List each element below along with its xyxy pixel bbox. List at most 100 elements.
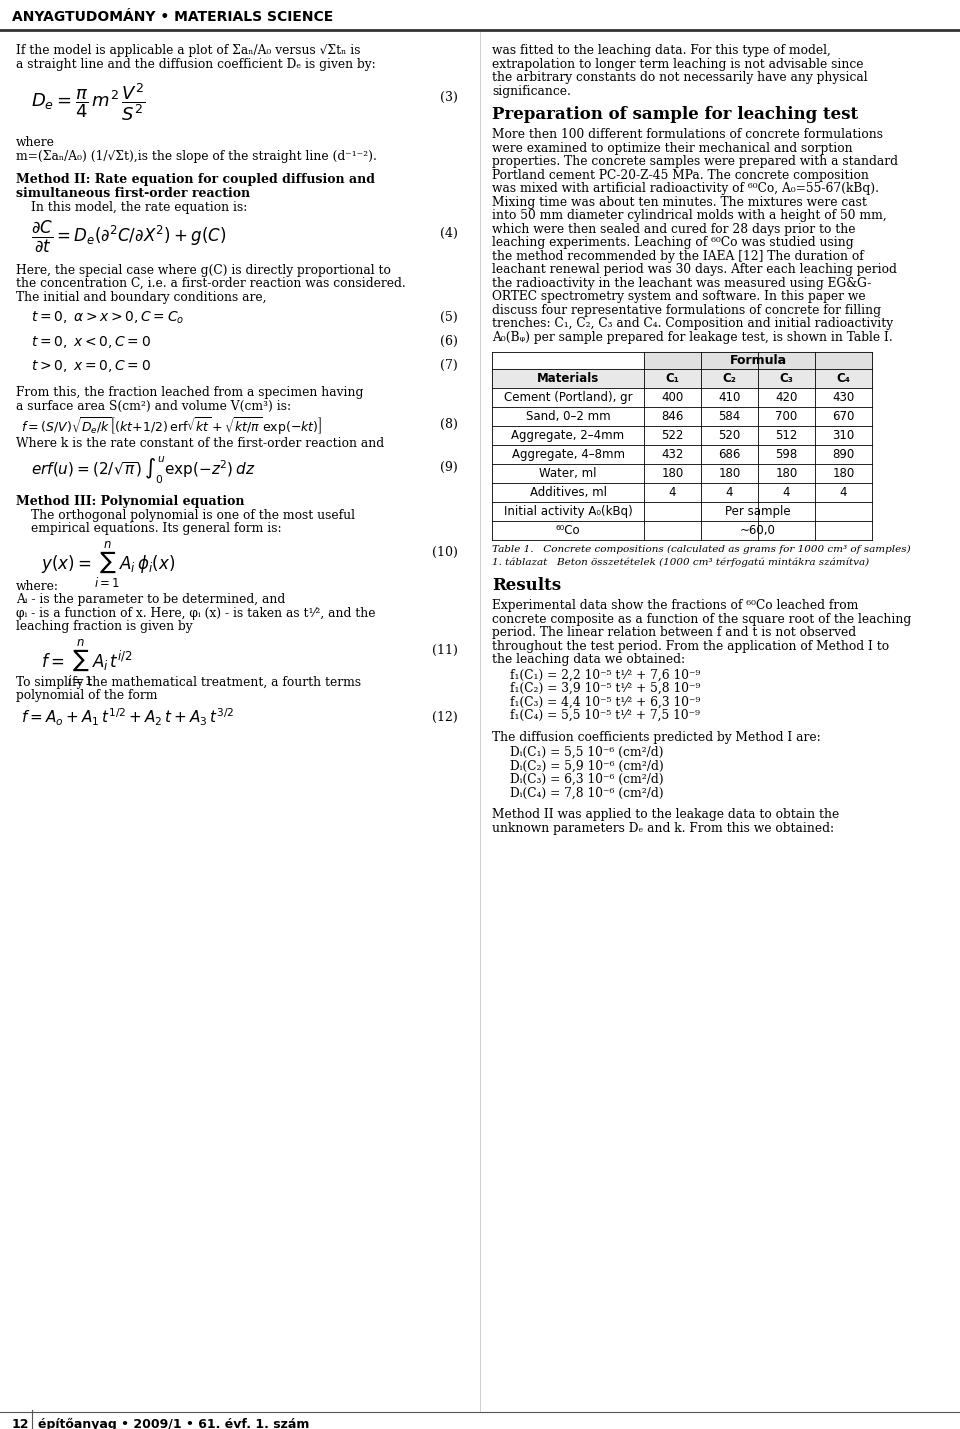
Text: The orthogonal polynomial is one of the most useful: The orthogonal polynomial is one of the … [31, 509, 355, 522]
Bar [815, 389, 872, 407]
Text: Dᵢ(C₃) = 6,3 10⁻⁶ (cm²/d): Dᵢ(C₃) = 6,3 10⁻⁶ (cm²/d) [510, 773, 663, 786]
Text: 410: 410 [718, 392, 741, 404]
Bar [492, 369, 644, 389]
Text: C₃: C₃ [780, 372, 793, 384]
Bar [815, 502, 872, 522]
Text: into 50 mm diameter cylindrical molds with a height of 50 mm,: into 50 mm diameter cylindrical molds wi… [492, 209, 887, 221]
Text: C₄: C₄ [836, 372, 851, 384]
Text: 180: 180 [832, 467, 854, 480]
Text: 4: 4 [840, 486, 848, 499]
Text: $\dfrac{\partial C}{\partial t} = D_e(\partial^2 C/\partial X^2) + g(C)$: $\dfrac{\partial C}{\partial t} = D_e(\p… [31, 219, 227, 254]
Bar [758, 464, 815, 483]
Text: If the model is applicable a plot of Σaₙ/A₀ versus √Σtₙ is: If the model is applicable a plot of Σaₙ… [16, 44, 361, 57]
Text: $t = 0,\;\alpha > x > 0, C = C_o$: $t = 0,\;\alpha > x > 0, C = C_o$ [31, 310, 184, 326]
Text: Aggregate, 4–8mm: Aggregate, 4–8mm [512, 449, 625, 462]
Bar [815, 483, 872, 502]
Bar [758, 444, 815, 464]
Text: 520: 520 [718, 429, 740, 442]
Text: Additives, ml: Additives, ml [530, 486, 607, 499]
Text: $t > 0,\;x = 0, C = 0$: $t > 0,\;x = 0, C = 0$ [31, 359, 151, 374]
Text: The diffusion coefficients predicted by Method I are:: The diffusion coefficients predicted by … [492, 730, 821, 743]
Bar [701, 483, 758, 502]
Bar [701, 502, 758, 522]
Bar [758, 502, 815, 522]
Bar [644, 352, 872, 369]
Text: $erf(u) = (2/\sqrt{\pi})\,\int_0^u \exp(-z^2)\,dz$: $erf(u) = (2/\sqrt{\pi})\,\int_0^u \exp(… [31, 454, 255, 486]
Text: the leaching data we obtained:: the leaching data we obtained: [492, 653, 685, 666]
Bar [815, 369, 872, 389]
Text: To simplify the mathematical treatment, a fourth terms: To simplify the mathematical treatment, … [16, 676, 361, 689]
Text: Where k is the rate constant of the first-order reaction and: Where k is the rate constant of the firs… [16, 437, 384, 450]
Text: (5): (5) [441, 312, 458, 324]
Bar [492, 389, 644, 407]
Text: (8): (8) [440, 419, 458, 432]
Text: More then 100 different formulations of concrete formulations: More then 100 different formulations of … [492, 129, 883, 141]
Bar [644, 407, 701, 426]
Text: Table 1.   Concrete compositions (calculated as grams for 1000 cm³ of samples): Table 1. Concrete compositions (calculat… [492, 544, 911, 554]
Bar [758, 389, 815, 407]
Text: Dᵢ(C₄) = 7,8 10⁻⁶ (cm²/d): Dᵢ(C₄) = 7,8 10⁻⁶ (cm²/d) [510, 786, 663, 799]
Text: Preparation of sample for leaching test: Preparation of sample for leaching test [492, 106, 858, 123]
Bar [758, 369, 815, 389]
Text: ~60,0: ~60,0 [740, 524, 776, 537]
Text: 1. táblazat   Beton összetételek (1000 cm³ térfogatú mintákra számítva): 1. táblazat Beton összetételek (1000 cm³… [492, 557, 869, 566]
Text: 584: 584 [718, 410, 740, 423]
Text: (6): (6) [440, 334, 458, 349]
Bar [492, 426, 644, 444]
Bar [701, 522, 758, 540]
Text: $D_e = \dfrac{\pi}{4}\,m^2\,\dfrac{V^2}{S^2}$: $D_e = \dfrac{\pi}{4}\,m^2\,\dfrac{V^2}{… [31, 81, 146, 123]
Text: Mixing time was about ten minutes. The mixtures were cast: Mixing time was about ten minutes. The m… [492, 196, 867, 209]
Text: the arbitrary constants do not necessarily have any physical: the arbitrary constants do not necessari… [492, 71, 868, 84]
Text: f₁(C₂) = 3,9 10⁻⁵ t¹⁄² + 5,8 10⁻⁹: f₁(C₂) = 3,9 10⁻⁵ t¹⁄² + 5,8 10⁻⁹ [510, 682, 700, 694]
Bar [758, 407, 815, 426]
Text: Initial activity A₀(kBq): Initial activity A₀(kBq) [504, 504, 633, 517]
Bar [644, 464, 701, 483]
Bar [701, 426, 758, 444]
Text: a surface area S(cm²) and volume V(cm³) is:: a surface area S(cm²) and volume V(cm³) … [16, 400, 291, 413]
Text: empirical equations. Its general form is:: empirical equations. Its general form is… [31, 522, 281, 534]
Text: period. The linear relation between f and t is not observed: period. The linear relation between f an… [492, 626, 856, 639]
Text: leaching experiments. Leaching of ⁶⁰Co was studied using: leaching experiments. Leaching of ⁶⁰Co w… [492, 236, 853, 249]
Text: φᵢ - is a function of x. Here, φᵢ (x) - is taken as t¹⁄², and the: φᵢ - is a function of x. Here, φᵢ (x) - … [16, 606, 375, 620]
Text: A₀(Bᵩ) per sample prepared for leakage test, is shown in Table I.: A₀(Bᵩ) per sample prepared for leakage t… [492, 330, 893, 343]
Text: was mixed with artificial radioactivity of ⁶⁰Co, A₀=55-67(kBq).: was mixed with artificial radioactivity … [492, 181, 879, 194]
Text: the radioactivity in the leachant was measured using EG&G-: the radioactivity in the leachant was me… [492, 276, 872, 290]
Text: ANYAGTUDOMÁNY • MATERIALS SCIENCE: ANYAGTUDOMÁNY • MATERIALS SCIENCE [12, 10, 333, 24]
Text: 12: 12 [12, 1418, 30, 1429]
Text: Aggregate, 2–4mm: Aggregate, 2–4mm [512, 429, 625, 442]
Bar [492, 464, 644, 483]
Text: a straight line and the diffusion coefficient Dₑ is given by:: a straight line and the diffusion coeffi… [16, 57, 375, 70]
Text: was fitted to the leaching data. For this type of model,: was fitted to the leaching data. For thi… [492, 44, 830, 57]
Bar [815, 464, 872, 483]
Bar [758, 483, 815, 502]
Text: 846: 846 [661, 410, 684, 423]
Text: 512: 512 [776, 429, 798, 442]
Text: 522: 522 [661, 429, 684, 442]
Bar [492, 522, 644, 540]
Bar [492, 407, 644, 426]
Text: 180: 180 [776, 467, 798, 480]
Text: Water, ml: Water, ml [540, 467, 597, 480]
Bar [644, 483, 701, 502]
Text: From this, the fraction leached from a specimen having: From this, the fraction leached from a s… [16, 386, 364, 399]
Text: throughout the test period. From the application of Method I to: throughout the test period. From the app… [492, 640, 889, 653]
Text: Portland cement PC-20-Z-45 MPa. The concrete composition: Portland cement PC-20-Z-45 MPa. The conc… [492, 169, 869, 181]
Text: 700: 700 [776, 410, 798, 423]
Bar [701, 407, 758, 426]
Bar [644, 389, 701, 407]
Text: which were then sealed and cured for 28 days prior to the: which were then sealed and cured for 28 … [492, 223, 855, 236]
Bar [815, 522, 872, 540]
Text: 598: 598 [776, 449, 798, 462]
Text: leaching fraction is given by: leaching fraction is given by [16, 620, 193, 633]
Text: Method II was applied to the leakage data to obtain the: Method II was applied to the leakage dat… [492, 807, 839, 822]
Text: In this model, the rate equation is:: In this model, the rate equation is: [31, 201, 248, 214]
Text: $f = (S/V)\sqrt{D_e/k}\left[(kt\!+\!1/2)\,\mathrm{erf}\sqrt{kt}+\sqrt{kt/\pi}\,\: $f = (S/V)\sqrt{D_e/k}\left[(kt\!+\!1/2)… [21, 414, 323, 437]
Bar [644, 444, 701, 464]
Text: f₁(C₁) = 2,2 10⁻⁵ t¹⁄² + 7,6 10⁻⁹: f₁(C₁) = 2,2 10⁻⁵ t¹⁄² + 7,6 10⁻⁹ [510, 669, 700, 682]
Text: significance.: significance. [492, 84, 571, 97]
Text: 4: 4 [669, 486, 676, 499]
Text: 400: 400 [661, 392, 684, 404]
Text: (3): (3) [440, 91, 458, 104]
Text: (9): (9) [441, 460, 458, 473]
Text: 310: 310 [832, 429, 854, 442]
